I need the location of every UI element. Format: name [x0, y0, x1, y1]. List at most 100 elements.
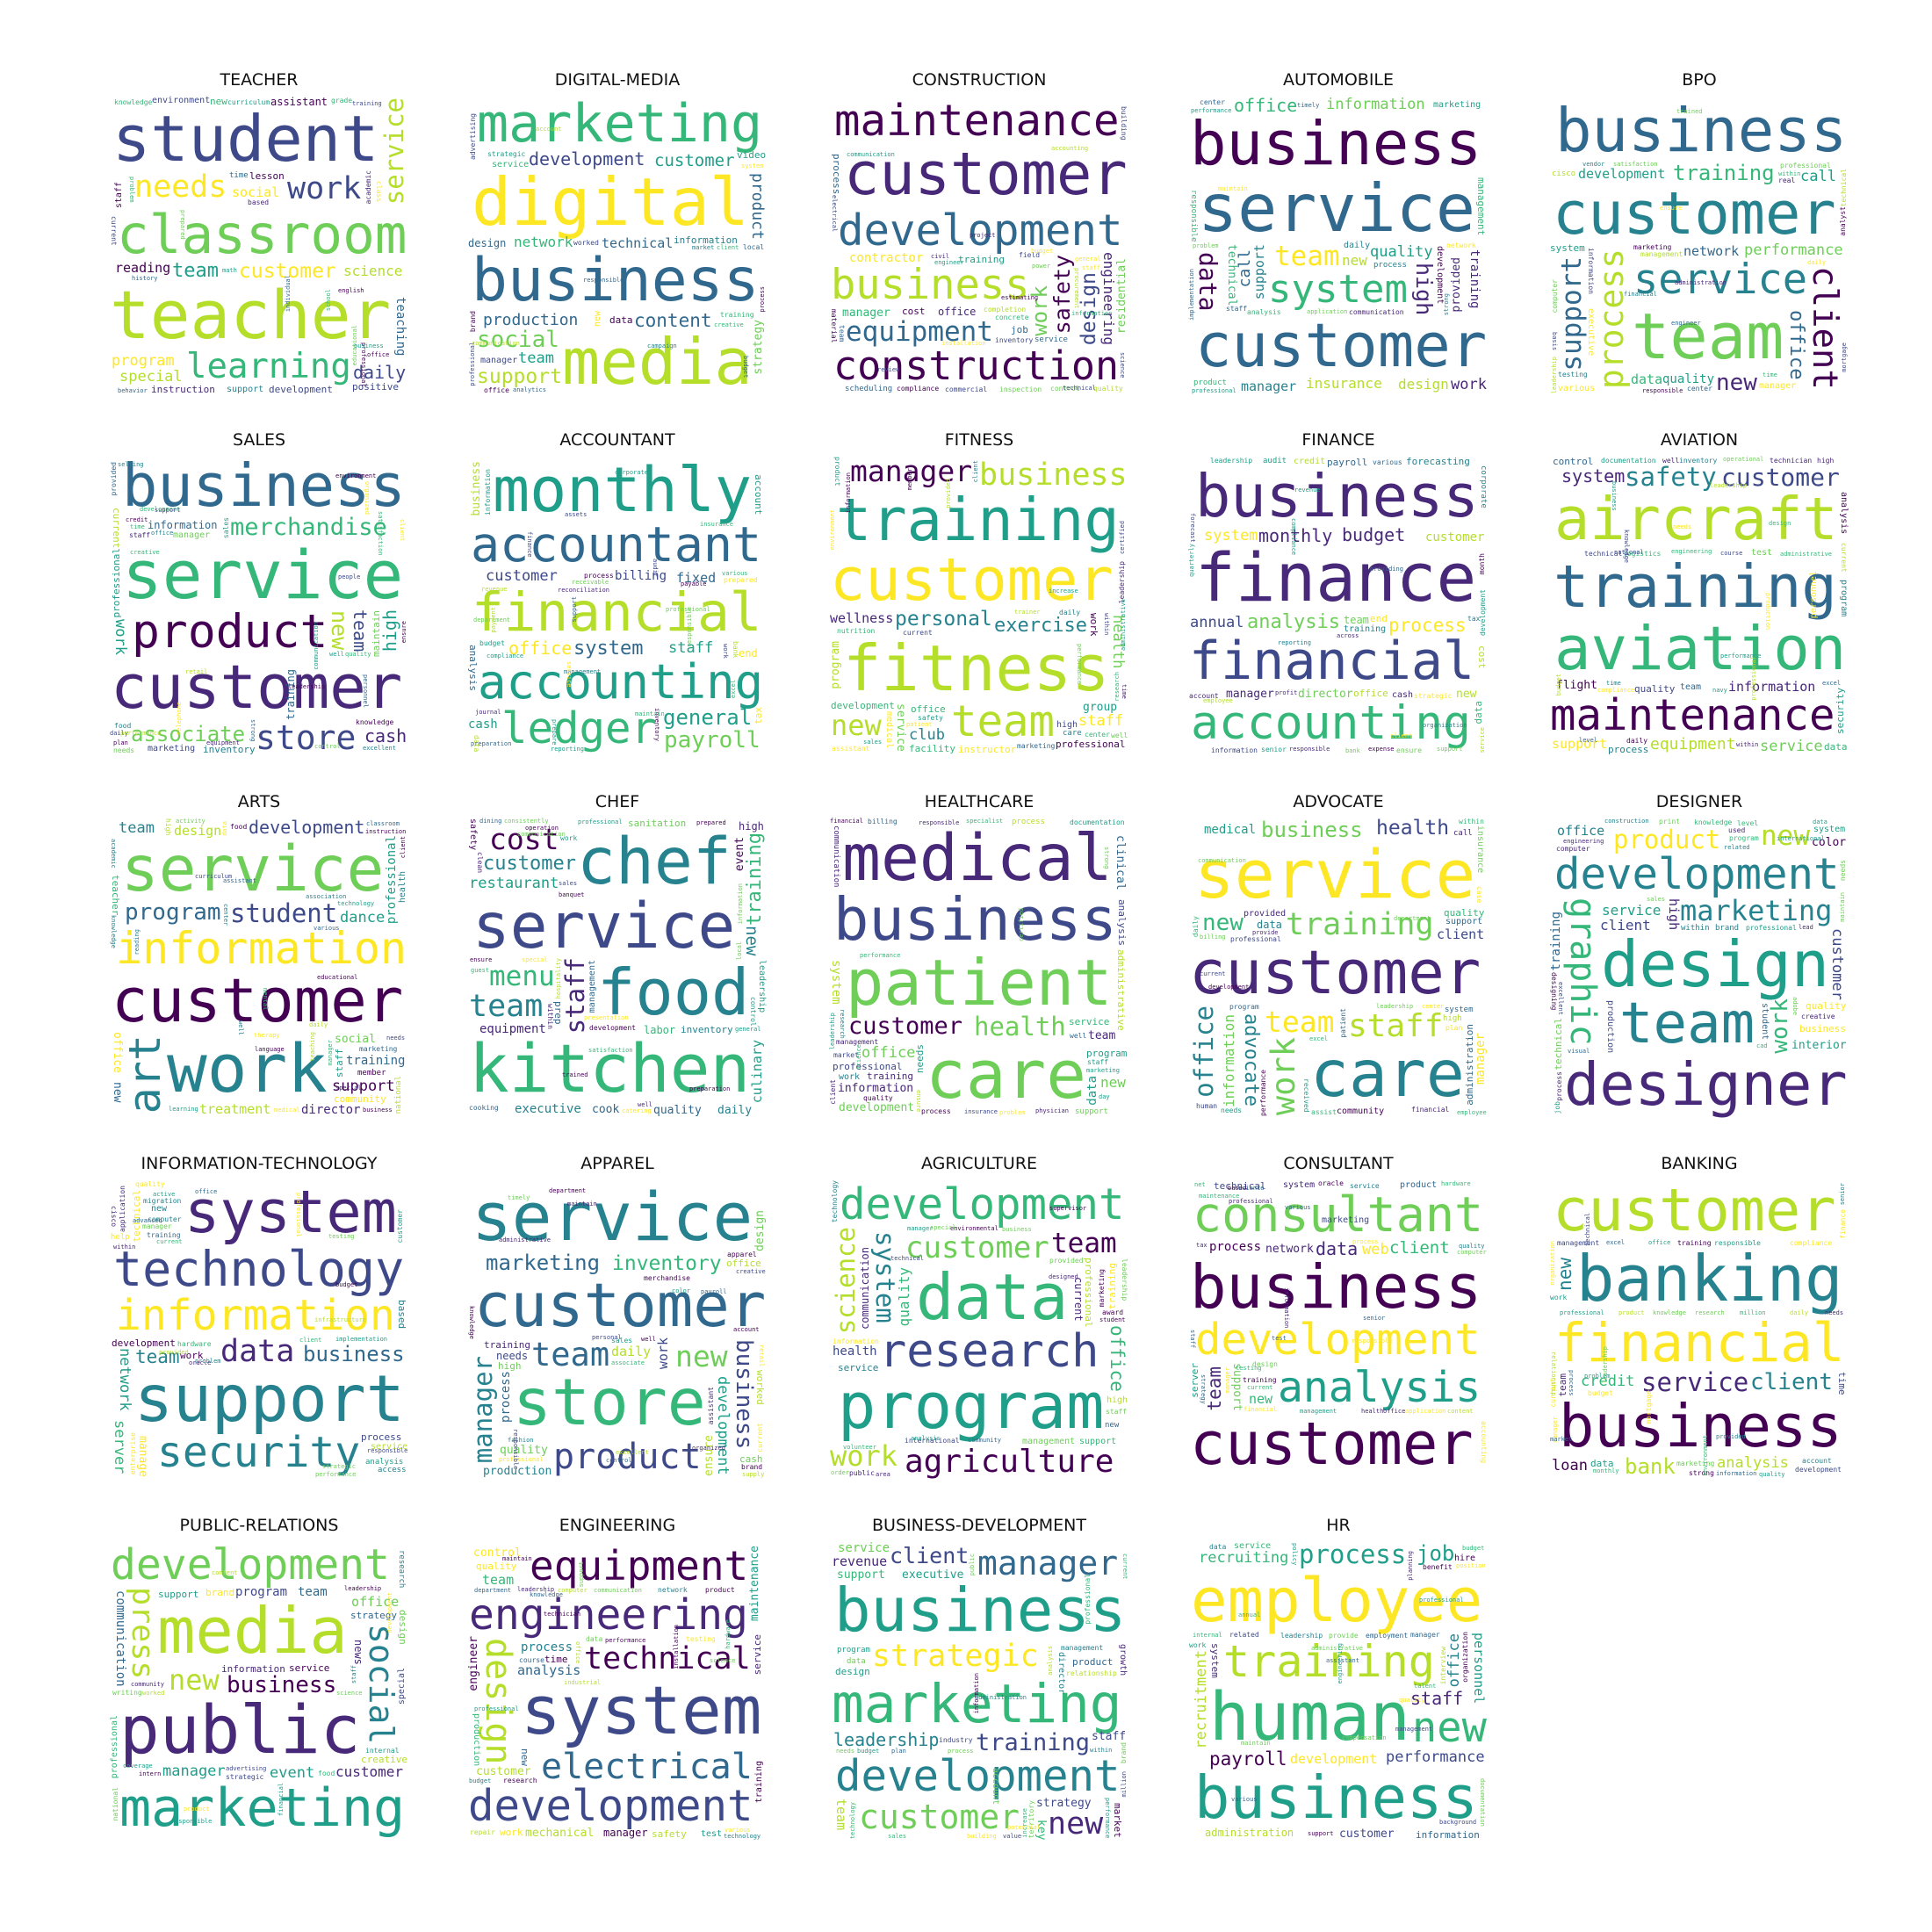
cloud-word: ensure	[1660, 205, 1683, 212]
cloud-word: support	[332, 1078, 395, 1095]
cloud-word: strategic	[226, 1773, 264, 1781]
cloud-word: daily	[1790, 1309, 1809, 1316]
cloud-word: health	[1376, 817, 1450, 840]
cloud-word: current	[110, 216, 118, 246]
cloud-word: visual	[1568, 1048, 1590, 1055]
cloud-word: design	[397, 1610, 408, 1645]
cloud-word: process	[1299, 1539, 1407, 1569]
cloud-word: cost	[902, 306, 926, 317]
cloud-word: event	[270, 1764, 315, 1782]
cloud-word: repair	[470, 1828, 495, 1836]
cloud-word: health	[974, 1012, 1066, 1042]
cloud-word: behavior	[118, 387, 148, 394]
cloud-word: new	[210, 96, 227, 107]
cloud-word: training	[1467, 249, 1481, 309]
cloud-word: technical	[1584, 550, 1623, 558]
cloud-title: CHEF	[595, 792, 640, 811]
cloud-word: art	[119, 1034, 170, 1114]
cloud-word: ensure	[470, 956, 493, 963]
cloud-word: work	[839, 1072, 861, 1082]
cloud-word: office	[1107, 1325, 1128, 1392]
cloud-word: responsible	[1189, 190, 1198, 242]
cloud-word: press	[125, 1587, 160, 1680]
cloud-word: administration	[975, 1694, 1027, 1701]
cloud-word: work	[1088, 613, 1099, 637]
cloud-word: testing	[686, 1635, 716, 1643]
cloud-word: culinary	[749, 1040, 765, 1104]
cloud-word: chef	[577, 825, 732, 899]
cloud-word: office	[351, 1594, 400, 1610]
cloud-word: store	[513, 1366, 706, 1440]
cloud-word: business	[831, 261, 1030, 309]
cloud-word: data	[1209, 1543, 1227, 1551]
cloud-word: work	[830, 1439, 898, 1473]
cloud-word: information	[1416, 1829, 1480, 1841]
cloud-word: training	[285, 669, 297, 720]
cloud-word: design	[1398, 376, 1449, 393]
cloud-word: hardware	[724, 1619, 732, 1649]
cloud-word: trained	[562, 1071, 588, 1078]
cloud-word: strategy	[1200, 1374, 1207, 1404]
cloud-word: marketing	[148, 744, 196, 753]
cloud-word: special	[397, 1668, 407, 1705]
cloud-word: responsible	[1289, 746, 1330, 753]
cloud-word: service	[1069, 1016, 1110, 1027]
cloud-word: civil	[931, 253, 950, 260]
cloud-word: manager	[162, 1763, 226, 1780]
word-cloud: banking financial business customer service n…	[1549, 1180, 1849, 1479]
cloud-word: process	[521, 1640, 573, 1654]
cloud-word: process	[1592, 249, 1631, 390]
cloud-word: control	[1050, 385, 1080, 393]
cloud-word: time	[1763, 371, 1777, 378]
cloud-word: strong	[249, 719, 256, 742]
cloud-word: work	[180, 1350, 204, 1361]
cloud-word: maintenance	[1199, 1193, 1240, 1200]
cloud-word: inventory	[1679, 457, 1718, 465]
cloud-word: service	[838, 1362, 879, 1373]
cloud-word: business	[1190, 109, 1482, 179]
cloud-word: staff	[350, 1665, 357, 1684]
cloud-word: business	[122, 451, 406, 520]
cloud-word: manager	[1474, 1033, 1488, 1085]
cloud-word: computer	[558, 1587, 588, 1594]
cloud-word: product	[705, 1586, 735, 1594]
cloud-word: local	[736, 941, 743, 961]
cloud-word: director	[301, 1103, 361, 1117]
cloud-word: annual	[1238, 1611, 1261, 1618]
cloud-word: manager	[603, 1827, 648, 1839]
cloud-word: department	[1394, 915, 1431, 922]
cloud-word: people	[338, 573, 361, 580]
cloud-word: time	[130, 523, 145, 530]
cloud-word: organization	[1549, 1241, 1556, 1286]
cloud-word: system	[1550, 242, 1585, 254]
cloud-word: care	[926, 1035, 1087, 1114]
cloud-word: compliance	[487, 652, 524, 660]
cloud-word: quality	[863, 1094, 893, 1102]
cloud-word: class	[375, 181, 383, 203]
cloud-word: equipment	[846, 316, 993, 348]
cloud-word: manager	[1410, 1631, 1440, 1639]
cloud-word: business	[303, 1342, 405, 1366]
cloud-word: service	[492, 160, 530, 169]
cloud-word: needs	[1825, 1309, 1844, 1316]
cloud-word: manager	[468, 1356, 498, 1464]
cloud-word: administration	[1205, 1827, 1294, 1839]
cloud-word: research	[839, 1009, 846, 1039]
cloud-word: mortgage	[1645, 1390, 1653, 1424]
cloud-word: computer	[1551, 279, 1559, 314]
cloud-word: service	[838, 1541, 890, 1555]
cloud-word: high	[1411, 263, 1437, 316]
cloud-word: problem	[1584, 1373, 1611, 1380]
cloud-word: installation	[941, 340, 986, 347]
cloud-word: interview	[1439, 1647, 1447, 1685]
cloud-word: performance	[315, 1471, 357, 1478]
cloud-word: marketing	[477, 93, 763, 155]
cloud-word: curriculum	[227, 98, 270, 106]
cloud-word: needs	[1839, 860, 1847, 882]
cloud-word: work	[1451, 376, 1487, 393]
cloud-word: marketing	[1098, 1269, 1106, 1308]
cloud-word: color	[672, 1287, 691, 1294]
cloud-word: administrative	[499, 1236, 551, 1244]
cloud-word: timely	[508, 1194, 530, 1201]
cloud-word: development	[1554, 849, 1840, 899]
